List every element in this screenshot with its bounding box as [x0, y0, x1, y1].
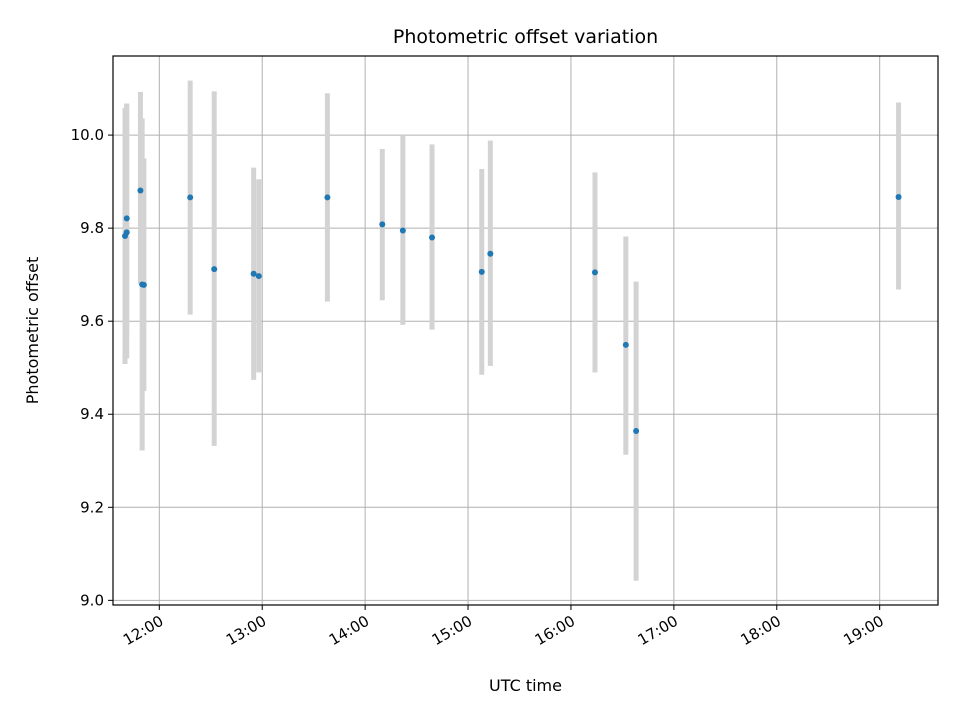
y-tick-label: 9.8 — [80, 219, 104, 237]
data-point — [211, 266, 218, 273]
data-point — [379, 221, 386, 228]
data-point — [187, 194, 194, 201]
data-point — [895, 193, 902, 200]
x-axis-label: UTC time — [489, 676, 562, 695]
data-points — [122, 187, 902, 434]
data-point — [591, 269, 598, 276]
data-point — [324, 194, 331, 201]
data-point — [140, 281, 147, 288]
grid — [113, 56, 938, 605]
x-tick-label: 15:00 — [429, 612, 475, 649]
x-tick-label: 17:00 — [635, 612, 681, 649]
error-bars — [122, 80, 902, 581]
x-tick-label: 16:00 — [532, 612, 578, 649]
data-point — [255, 273, 262, 280]
y-tick-label: 9.0 — [80, 591, 104, 609]
data-point — [123, 229, 130, 236]
data-point — [633, 427, 640, 434]
x-tick-label: 13:00 — [223, 612, 269, 649]
data-point — [250, 270, 257, 277]
x-tick-label: 12:00 — [120, 612, 166, 649]
x-tick-label: 18:00 — [738, 612, 784, 649]
data-point — [123, 215, 130, 222]
axis-ticks — [108, 134, 881, 610]
data-point — [429, 234, 436, 241]
y-tick-label: 9.4 — [80, 405, 104, 423]
x-tick-label: 19:00 — [840, 612, 886, 649]
x-tick-label: 14:00 — [326, 612, 372, 649]
data-point — [399, 227, 406, 234]
y-tick-label: 9.2 — [80, 498, 104, 516]
chart-title: Photometric offset variation — [393, 26, 658, 48]
data-point — [487, 250, 494, 257]
y-tick-label: 10.0 — [71, 126, 104, 144]
y-tick-label: 9.6 — [80, 312, 104, 330]
data-point — [478, 268, 485, 275]
data-point — [137, 187, 144, 194]
plot-frame — [112, 55, 939, 606]
y-axis-label: Photometric offset — [23, 257, 42, 405]
data-point — [622, 341, 629, 348]
tick-labels: 12:00 13:00 14:00 15:00 16:00 17:00 18:00 19:00… — [71, 126, 887, 649]
